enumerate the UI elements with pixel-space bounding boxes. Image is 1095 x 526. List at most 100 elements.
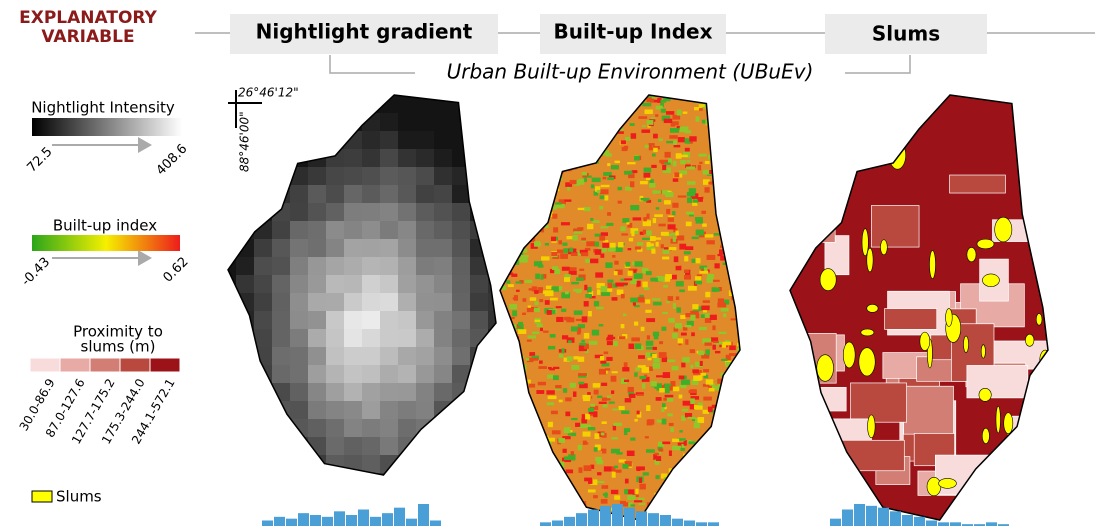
pixel [602,421,607,424]
pixel [607,212,611,216]
pixel [611,99,619,102]
pixel [701,443,706,449]
pixel [362,347,380,365]
pixel [470,365,488,383]
pixel [218,185,236,203]
pixel [699,108,703,111]
pixel [362,131,380,149]
pixel [603,172,612,176]
pixel [218,419,236,437]
pixel [308,329,326,347]
pixel [726,227,730,232]
pixel [645,310,651,313]
pixel [589,412,594,415]
pixel [565,412,570,417]
slum [818,476,829,499]
pixel [628,271,633,276]
slum [837,206,844,218]
pixel [702,223,707,226]
pixel [612,472,616,478]
pixel [516,103,522,105]
pixel [362,239,380,257]
pixel [651,165,656,168]
pixel [544,160,549,165]
pixel [714,263,719,268]
pixel [680,315,685,319]
map-2 [500,95,746,524]
pixel [290,347,308,365]
pixel [513,114,517,119]
pixel [577,227,583,230]
class-swatch [30,358,60,372]
legend-ramp [32,235,180,251]
pixel [510,381,514,385]
hist-bar [696,522,707,526]
pixel [642,103,651,106]
pixel [684,275,691,280]
pixel [716,149,722,153]
zone [950,175,1006,193]
pixel [529,496,537,501]
pixel [545,505,551,509]
pixel [290,401,308,419]
pixel [529,358,538,361]
pixel [669,247,677,250]
pixel [571,451,574,455]
pixel [682,357,690,363]
zone [998,458,1061,493]
pixel [627,495,635,500]
pixel [662,403,666,407]
slum [996,406,1001,433]
pixel [714,233,719,235]
pixel [665,274,672,279]
pixel [642,367,650,373]
pixel [663,285,668,288]
pixel [510,342,518,345]
pixel [710,315,717,320]
slum [853,482,857,497]
pixel [718,332,726,334]
pixel [586,241,595,246]
pixel [548,396,557,399]
pixel [515,156,523,161]
pixel [699,469,704,474]
pixel [518,322,523,326]
class-swatch [120,358,150,372]
pixel [488,437,506,455]
pixel [519,383,524,385]
pixel [564,277,570,282]
pixel [611,376,617,382]
pixel [272,113,290,131]
pixel [696,230,704,236]
pixel [688,286,697,291]
pixel [326,239,344,257]
legend-min: 72.5 [24,144,55,175]
pixel [218,365,236,383]
pixel [528,111,535,114]
pixel [686,481,695,485]
pixel [236,437,254,455]
pixel [434,167,452,185]
pixel [701,306,709,311]
pixel [647,120,654,125]
pixel [618,187,623,190]
pixel [326,329,344,347]
pixel [726,250,729,254]
hist-bar [708,522,719,526]
pixel [344,167,362,185]
pixel [488,419,506,437]
pixel [518,99,527,104]
pixel [699,162,702,164]
pixel [581,340,584,343]
pixel [562,481,571,485]
slum [809,150,821,171]
pixel [507,484,511,489]
pixel [549,99,553,101]
pixel [718,516,721,521]
pixel [552,214,557,219]
pixel [538,265,543,268]
pixel [380,257,398,275]
pixel [571,365,579,370]
pixel [669,450,672,455]
pixel [714,288,720,292]
